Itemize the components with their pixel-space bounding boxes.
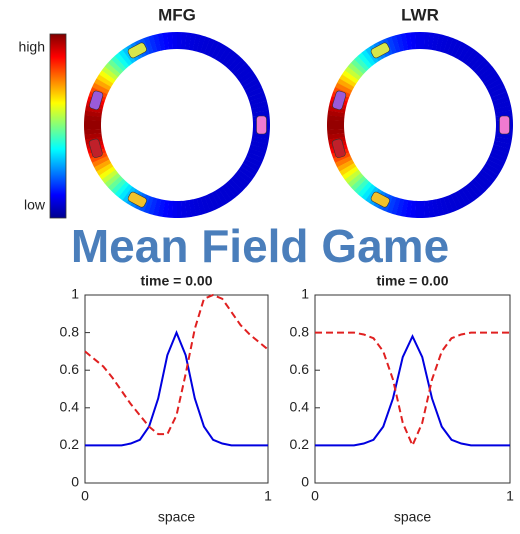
x-axis-label: space <box>158 509 196 525</box>
y-tick-label: 0 <box>71 474 79 490</box>
plot-area <box>315 295 510 483</box>
colorbar <box>50 34 66 218</box>
y-tick-label: 0.6 <box>60 361 80 377</box>
ring-segment <box>84 120 101 125</box>
y-tick-label: 0.8 <box>290 323 310 339</box>
x-tick-label: 0 <box>311 488 319 504</box>
y-tick-label: 1 <box>71 286 79 302</box>
y-tick-label: 0 <box>301 474 309 490</box>
ring-segment <box>415 201 420 218</box>
y-tick-label: 0.4 <box>290 399 310 415</box>
ring-segment <box>420 32 425 49</box>
y-tick-label: 1 <box>301 286 309 302</box>
chart-title: time = 0.00 <box>377 273 449 289</box>
x-tick-label: 1 <box>264 488 272 504</box>
y-tick-label: 0.4 <box>60 399 80 415</box>
y-tick-label: 0.2 <box>290 436 310 452</box>
chart-title: time = 0.00 <box>141 273 213 289</box>
ring-segment <box>177 32 182 49</box>
rings <box>84 32 513 218</box>
colorbar-low: low <box>24 197 46 213</box>
main-title: Mean Field Game <box>71 220 449 272</box>
car <box>500 116 510 134</box>
y-tick-label: 0.6 <box>290 361 310 377</box>
ring-title: LWR <box>401 5 439 24</box>
x-axis-label: space <box>394 509 432 525</box>
y-tick-label: 0.2 <box>60 436 80 452</box>
plot-area <box>85 295 268 483</box>
ring-segment <box>172 201 177 218</box>
ring-segment <box>327 120 344 125</box>
x-tick-label: 1 <box>506 488 514 504</box>
y-tick-label: 0.8 <box>60 323 80 339</box>
ring-title: MFG <box>158 5 196 24</box>
x-tick-label: 0 <box>81 488 89 504</box>
figure: high low MFG LWR Mean Field Game time = … <box>0 0 520 534</box>
car <box>257 116 267 134</box>
colorbar-high: high <box>19 39 45 55</box>
